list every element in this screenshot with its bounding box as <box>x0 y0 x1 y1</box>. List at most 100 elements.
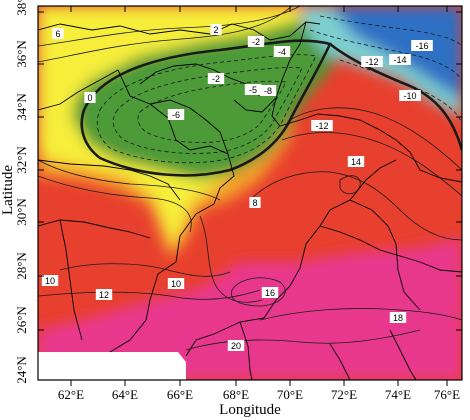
contour-line <box>281 132 462 197</box>
contour-line <box>319 15 462 47</box>
border-line <box>379 129 462 183</box>
x-tick-label: 76°E <box>434 387 460 402</box>
contour-label-text: 18 <box>393 313 403 323</box>
contour-label-box <box>261 287 279 298</box>
contour-label-text: 10 <box>171 279 181 289</box>
contour-value-label: -12 <box>361 56 383 67</box>
border-line <box>38 21 321 41</box>
x-tick-label: 62°E <box>58 387 84 402</box>
y-tick-label: 38°N <box>14 0 29 16</box>
contour-line <box>38 159 221 201</box>
contour-line <box>309 29 462 81</box>
contour-label-box <box>399 90 421 101</box>
y-axis-title: Latitude <box>0 165 16 215</box>
border-line <box>329 343 351 380</box>
contour-label-box <box>167 109 185 120</box>
contour-label-box <box>244 84 262 95</box>
contour-label-box <box>259 85 277 96</box>
contour-label-text: 6 <box>55 29 60 39</box>
contour-label-box <box>84 92 96 103</box>
contour-labels: 6 2 -2 -4 -16 -12 -14 0 -2 -5 -8 -6 -10 -12 14 8 10 12 10 1… <box>41 24 433 351</box>
y-tick-label: 36°N <box>14 40 29 68</box>
contour-label-box <box>411 40 433 51</box>
contour-label-text: -6 <box>172 110 180 120</box>
contour-line <box>329 42 462 151</box>
x-tick-label: 72°E <box>331 387 357 402</box>
contour-label-text: 20 <box>231 341 241 351</box>
contour-value-label: -10 <box>399 90 421 101</box>
contour-label-box <box>41 275 59 286</box>
contour-line <box>38 6 293 63</box>
y-tick-label: 24°N <box>14 356 29 384</box>
contour-label-text: -2 <box>252 37 260 47</box>
contour-line <box>80 39 332 177</box>
contour-label-text: -16 <box>415 41 428 51</box>
border-line <box>185 159 397 357</box>
contour-label-text: -12 <box>315 121 328 131</box>
contour-value-label: -5 <box>244 84 262 95</box>
y-axis: 38°N 36°N 34°N 32°N 30°N 28°N 26°N 24°N <box>14 0 462 384</box>
border-line <box>109 203 215 353</box>
contour-value-label: -12 <box>311 120 333 131</box>
contour-label-text: 2 <box>213 25 218 35</box>
contour-value-label: 14 <box>347 156 365 167</box>
contour-line <box>96 54 317 164</box>
contour-value-label: -16 <box>411 40 433 51</box>
contour-value-label: -8 <box>259 85 277 96</box>
map-plot-area: 6 2 -2 -4 -16 -12 -14 0 -2 -5 -8 -6 -10 -12 14 8 10 12 10 1… <box>38 6 462 380</box>
contour-label-text: -10 <box>403 91 416 101</box>
contour-label-box <box>210 24 222 35</box>
x-axis: 62°E 64°E 66°E 68°E 70°E 72°E 74°E 76°E <box>58 6 460 402</box>
border-line <box>239 321 253 380</box>
contour-line <box>185 329 421 351</box>
contour-label-box <box>361 56 383 67</box>
border-line <box>38 159 181 201</box>
contour-label-text: 16 <box>265 288 275 298</box>
contour-line <box>339 175 361 195</box>
contour-value-label: 16 <box>261 287 279 298</box>
color-field <box>38 6 462 380</box>
contour-line <box>231 277 286 307</box>
contour-line <box>38 289 261 300</box>
field-magenta-south <box>38 238 462 380</box>
contour-label-text: 14 <box>351 157 361 167</box>
border-line <box>38 219 151 239</box>
contour-label-box <box>95 289 113 300</box>
contour-label-box <box>52 28 64 39</box>
contour-line <box>339 59 462 125</box>
border-line <box>271 21 381 131</box>
border-line <box>38 69 119 111</box>
contour-label-text: -5 <box>249 85 257 95</box>
contour-label-box <box>249 197 261 208</box>
contour-label-box <box>227 340 245 351</box>
x-tick-label: 68°E <box>223 387 249 402</box>
contour-value-label: 20 <box>227 340 245 351</box>
border-line <box>117 69 235 205</box>
x-axis-title: Longitude <box>219 402 281 418</box>
border-line <box>149 99 229 155</box>
border-line <box>233 97 277 113</box>
plot-frame <box>37 5 463 381</box>
contour-lines <box>38 6 462 351</box>
y-tick-label: 28°N <box>14 252 29 280</box>
contour-label-box <box>273 46 291 57</box>
contour-label-text: 0 <box>87 93 92 103</box>
x-tick-label: 74°E <box>385 387 411 402</box>
contour-label-text: -8 <box>264 86 272 96</box>
contour-line <box>249 171 462 241</box>
contour-value-label: -6 <box>167 109 185 120</box>
contour-label-text: 8 <box>252 198 257 208</box>
contour-value-label: 0 <box>84 92 96 103</box>
contour-line <box>289 107 462 171</box>
contour-value-label: 10 <box>167 278 185 289</box>
border-line <box>389 329 417 380</box>
contour-value-label: 10 <box>41 275 59 286</box>
contour-line <box>38 6 301 47</box>
contour-label-text: 12 <box>99 290 109 300</box>
contour-label-box <box>247 36 265 47</box>
contour-label-box <box>389 54 411 65</box>
contour-value-label: 6 <box>52 28 64 39</box>
contour-label-box <box>389 312 407 323</box>
contour-value-label: 12 <box>95 289 113 300</box>
